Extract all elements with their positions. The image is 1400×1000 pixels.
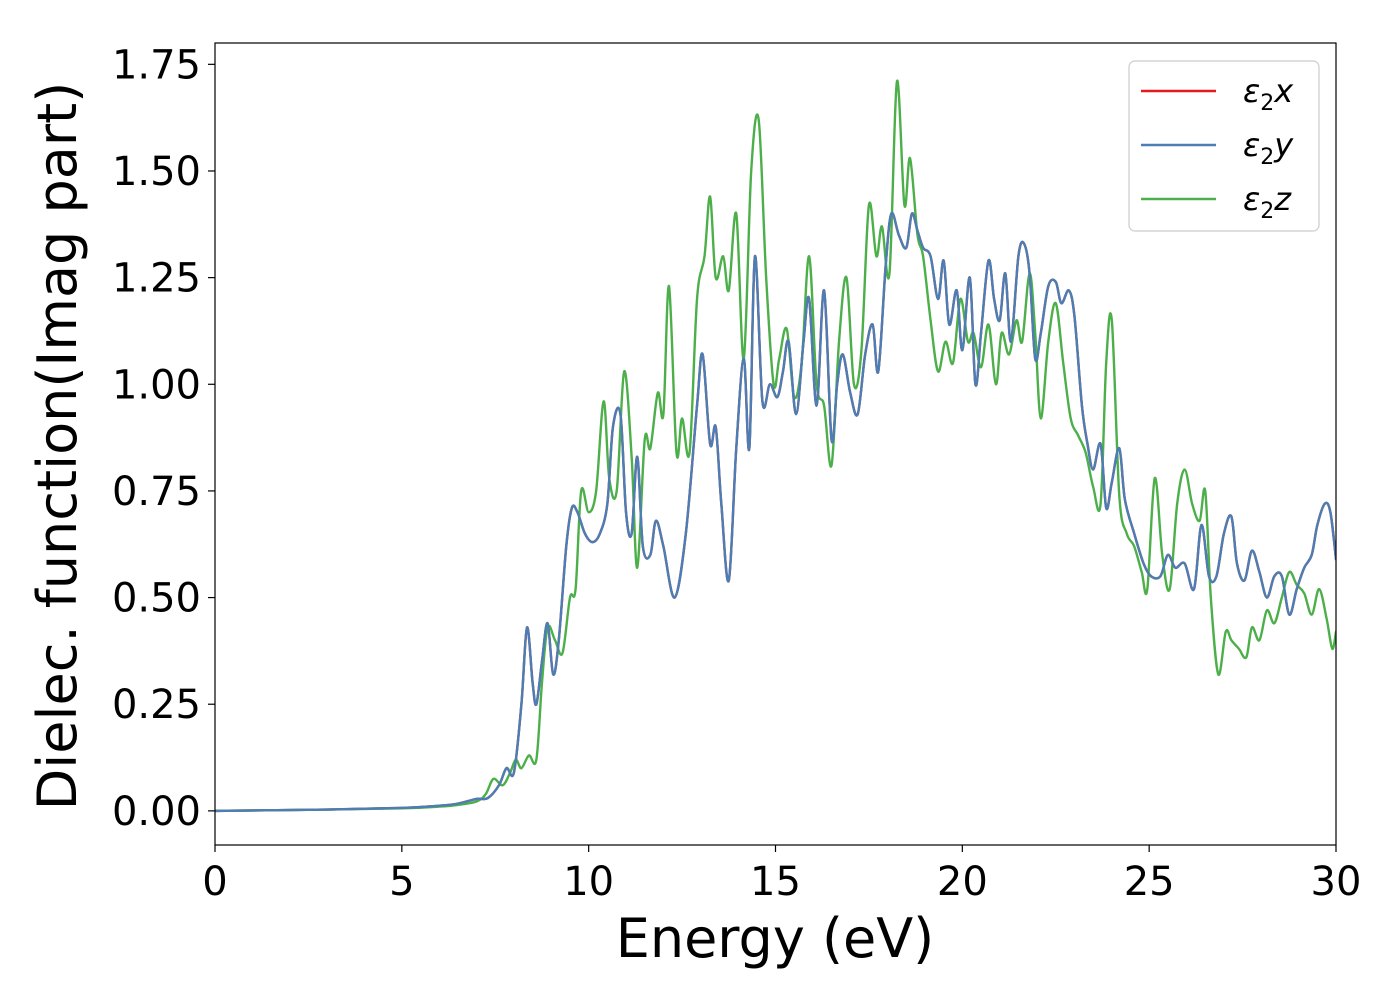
y-tick-label: 0.50 xyxy=(112,576,201,622)
legend-label-y: ε2y xyxy=(1243,126,1294,170)
legend-subscript: 2 xyxy=(1260,145,1274,170)
legend-subscript: 2 xyxy=(1260,91,1274,116)
legend-component: y xyxy=(1273,126,1294,164)
x-axis-ticks: 0 5 10 15 20 25 30 xyxy=(202,845,1361,905)
legend-symbol: ε xyxy=(1243,180,1260,218)
y-tick-label: 1.50 xyxy=(112,149,201,195)
legend-component: z xyxy=(1273,180,1292,218)
series-layer xyxy=(215,79,1336,813)
x-tick-label: 10 xyxy=(563,859,614,905)
y-axis-ticks: 0.00 0.25 0.50 0.75 1.00 1.25 1.50 1.75 xyxy=(112,42,215,835)
series-line-z xyxy=(215,79,1336,813)
legend-symbol: ε xyxy=(1243,72,1260,110)
x-tick-label: 5 xyxy=(389,859,414,905)
x-tick-label: 30 xyxy=(1311,859,1362,905)
x-tick-label: 15 xyxy=(750,859,801,905)
y-tick-label: 1.75 xyxy=(112,42,201,88)
y-tick-label: 0.00 xyxy=(112,789,201,835)
y-tick-label: 0.75 xyxy=(112,469,201,515)
x-tick-label: 0 xyxy=(202,859,227,905)
legend-subscript: 2 xyxy=(1260,199,1274,224)
legend-label-x: ε2x xyxy=(1243,72,1294,116)
y-tick-label: 1.25 xyxy=(112,256,201,302)
y-tick-label: 1.00 xyxy=(112,362,201,408)
y-axis-label: Dielec. function(Imag part) xyxy=(26,82,89,811)
y-tick-label: 0.25 xyxy=(112,682,201,728)
legend-box xyxy=(1128,60,1320,232)
legend-component: x xyxy=(1273,72,1294,110)
legend-label-z: ε2z xyxy=(1243,180,1292,224)
x-tick-label: 20 xyxy=(937,859,988,905)
x-tick-label: 25 xyxy=(1124,859,1175,905)
x-axis-label: Energy (eV) xyxy=(616,907,935,970)
series-line-y xyxy=(215,211,1336,813)
legend-symbol: ε xyxy=(1243,126,1260,164)
